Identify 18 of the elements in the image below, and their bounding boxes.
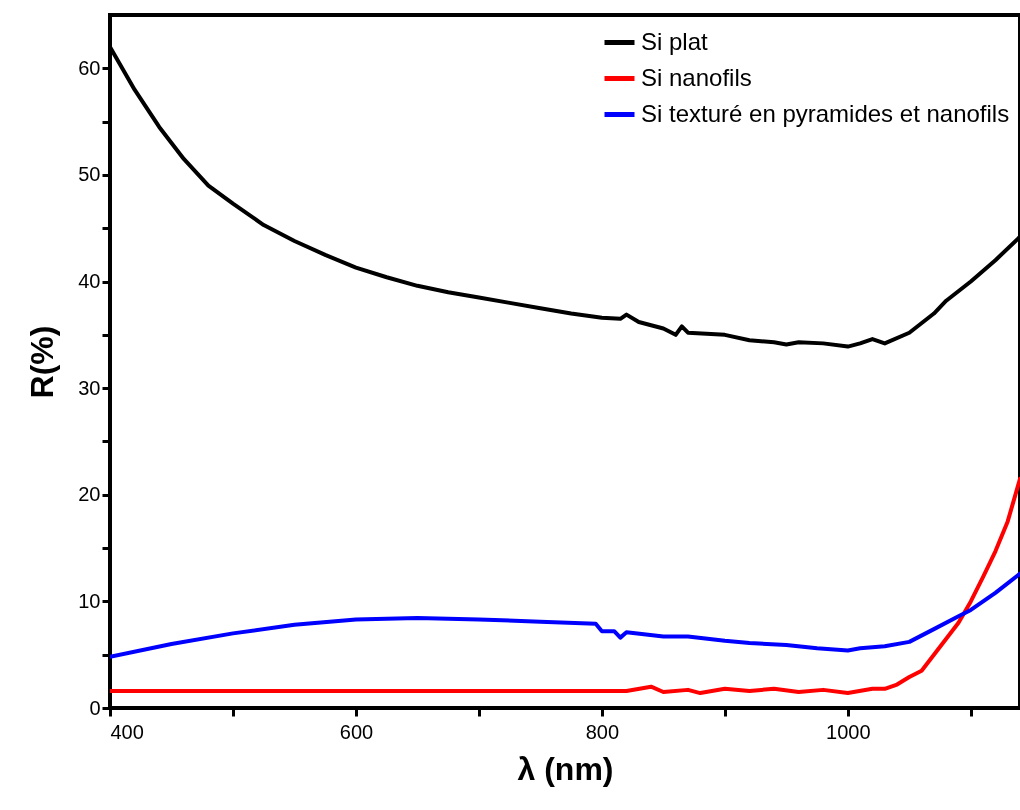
- y-tick-label: 40: [78, 270, 101, 293]
- legend-label: Si texturé en pyramides et nanofils: [641, 99, 1010, 127]
- x-axis-title: λ (nm): [517, 750, 614, 787]
- x-tick-label: 400: [110, 720, 144, 743]
- x-tick-label: 600: [339, 720, 374, 743]
- x-tick-label: 800: [585, 720, 620, 743]
- legend-label: Si nanofils: [641, 63, 752, 91]
- y-tick-label: 30: [78, 376, 101, 399]
- x-tick-label: 1000: [826, 720, 871, 743]
- y-tick-label: 20: [78, 483, 101, 506]
- y-tick-label: 60: [78, 56, 101, 79]
- y-tick-label: 0: [89, 696, 101, 719]
- line-series: [110, 571, 1020, 659]
- y-tick-label: 50: [78, 163, 101, 186]
- legend-label: Si plat: [641, 27, 709, 55]
- y-tick-label: 10: [78, 589, 101, 612]
- line-series: [110, 476, 1020, 696]
- y-axis-title: R(%): [24, 325, 61, 399]
